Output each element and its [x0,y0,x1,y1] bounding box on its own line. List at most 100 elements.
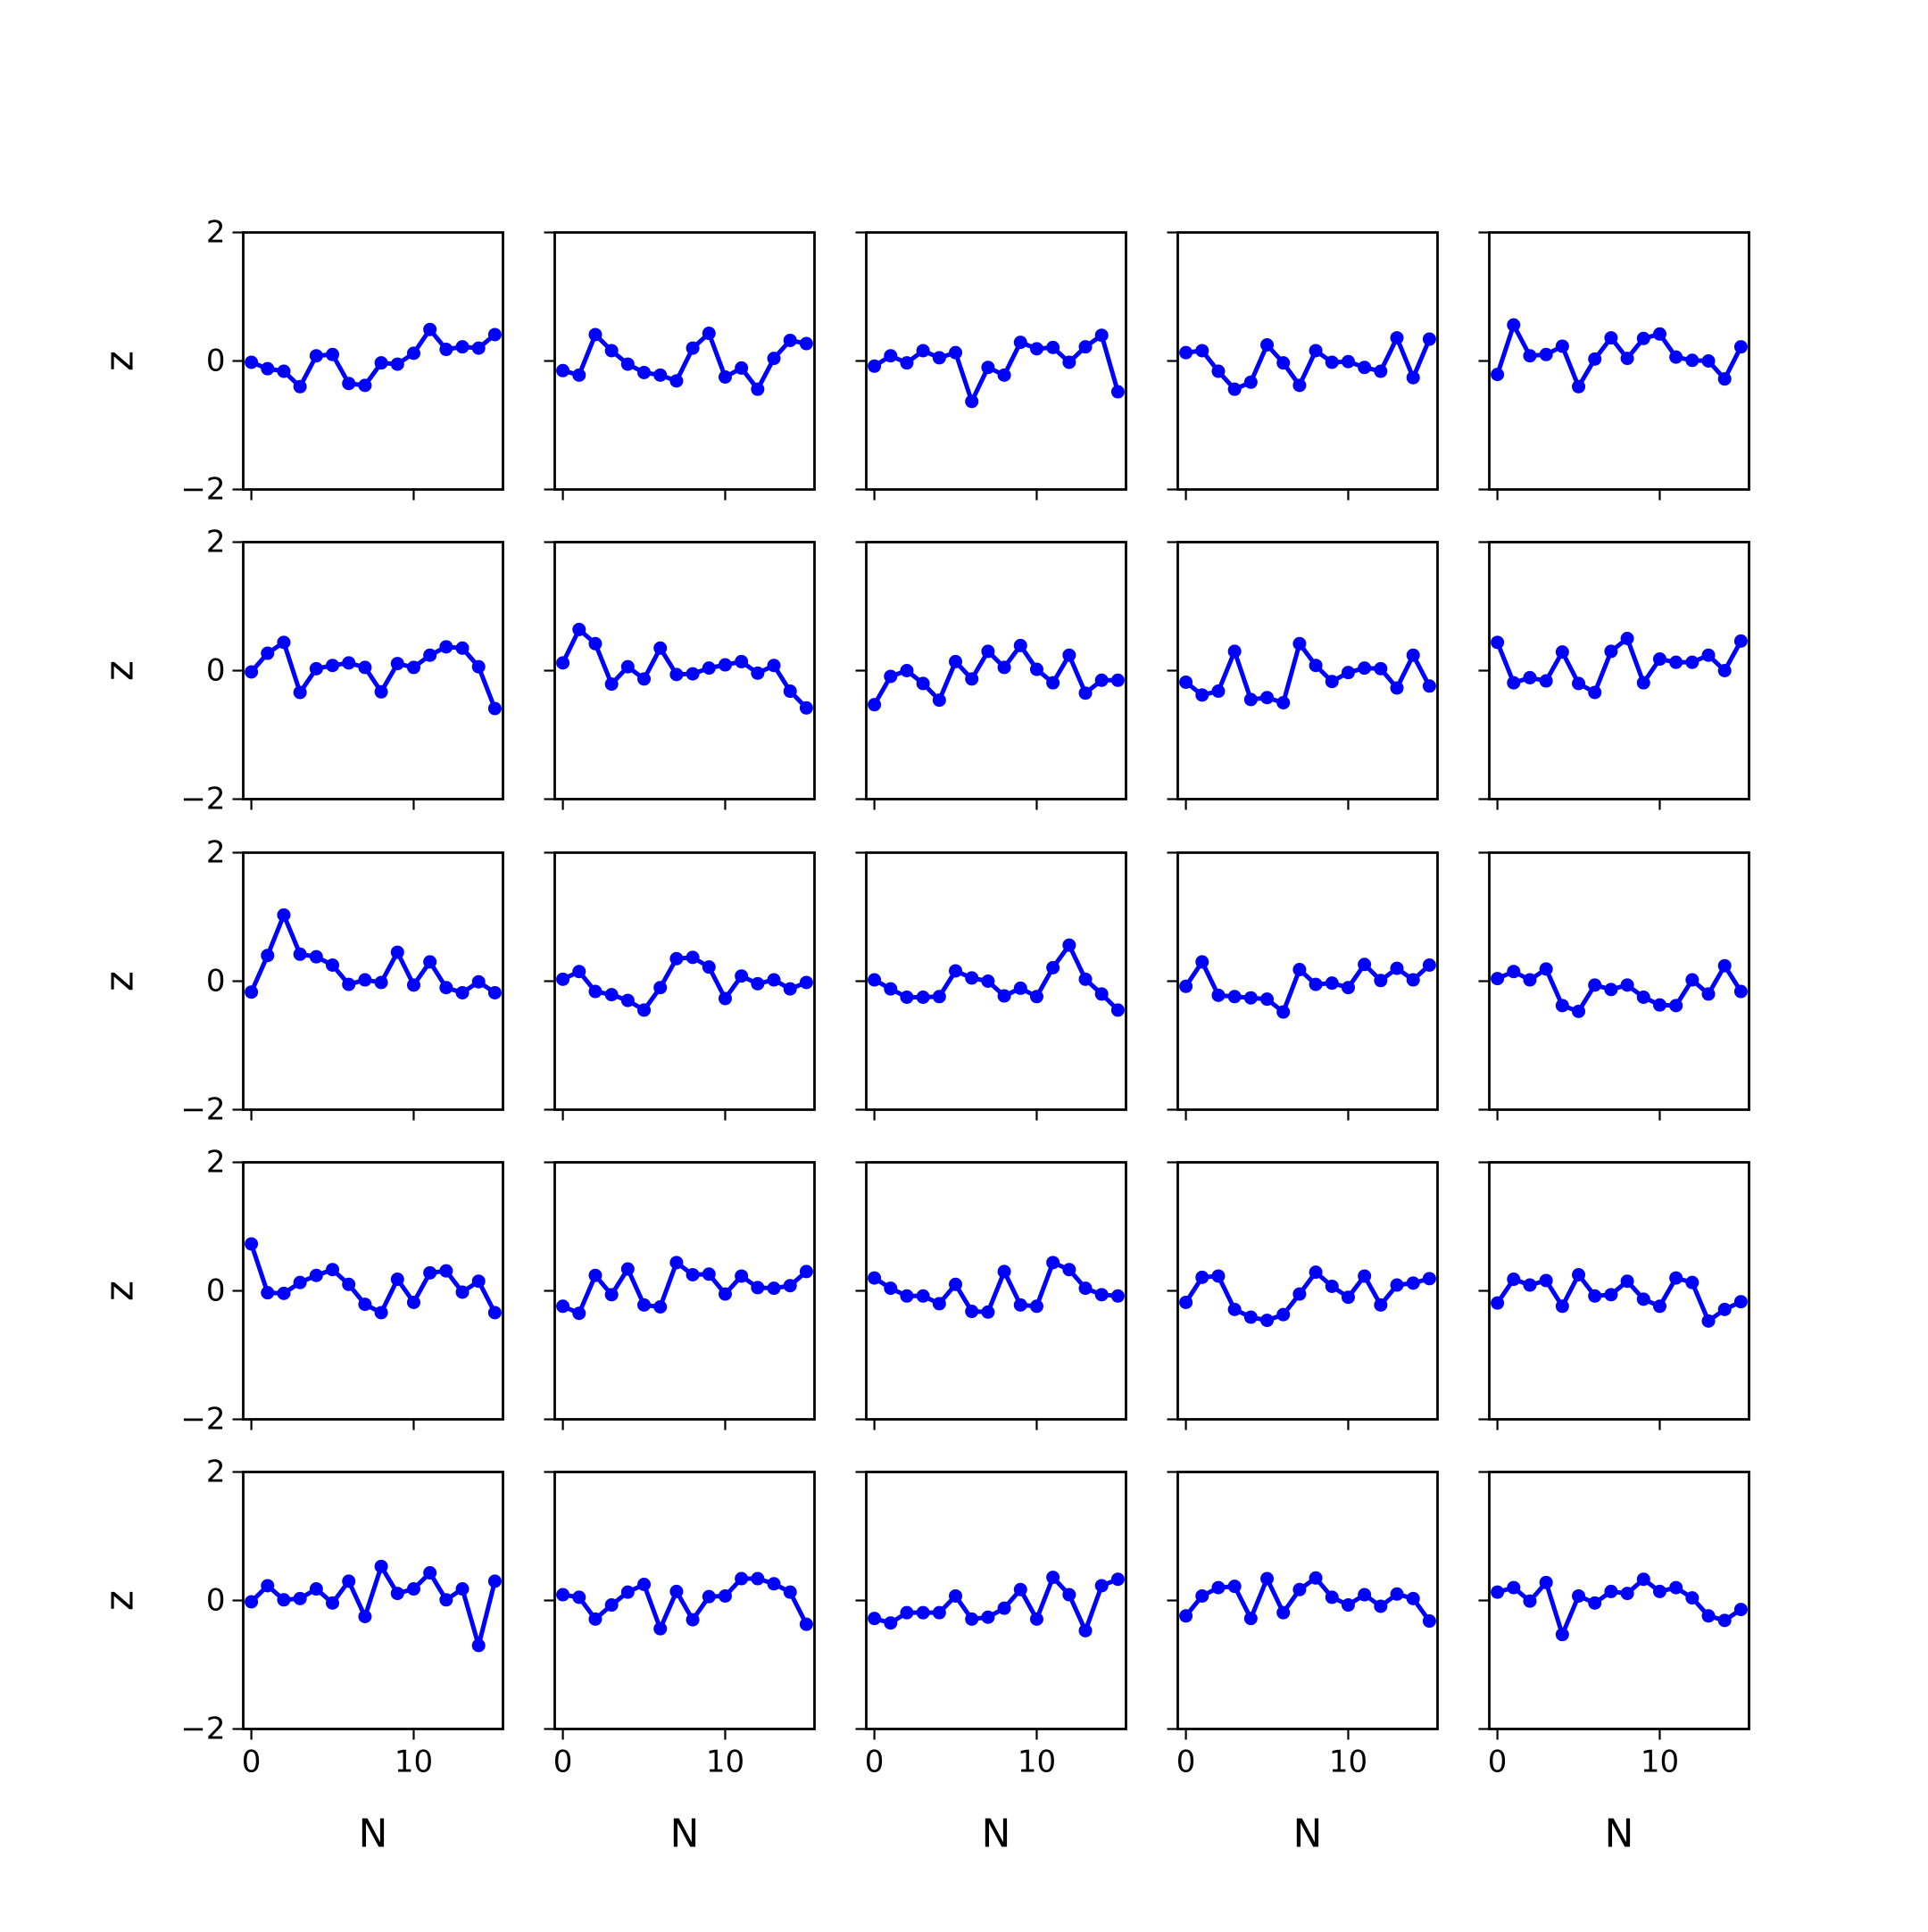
data-point [293,685,307,700]
data-point [868,973,882,987]
data-point [735,654,749,668]
data-point [1620,1274,1634,1289]
data-point [1669,999,1683,1013]
data-point [949,1588,963,1603]
data-point [1227,990,1242,1004]
data-point [799,701,813,715]
x-tick-label: 10 [395,1745,433,1780]
data-point [1652,652,1666,667]
data-point [1507,318,1521,332]
data-point [799,975,813,990]
data-point [916,1289,930,1303]
y-tick-label: 0 [206,1583,226,1619]
data-point [799,336,813,351]
data-point [1572,1268,1586,1281]
data-point [588,1268,602,1282]
data-point [1260,992,1275,1007]
data-point [702,661,716,676]
subplot-r1-c4 [1478,541,1750,810]
subplot-r3-c2 [855,1161,1127,1430]
data-point [1539,962,1553,976]
data-point [374,356,388,370]
data-point [669,951,684,966]
y-axis-label: z [97,660,143,681]
data-point [1179,675,1193,689]
subplot-r4-c4: 0 10N [1478,1471,1750,1857]
data-point [374,1306,388,1320]
data-point [277,635,291,650]
data-point [293,379,307,394]
data-point [965,672,979,686]
data-point [997,368,1011,382]
data-point [277,1593,291,1607]
y-tick-label: −2 [180,472,225,508]
data-point [1276,1005,1291,1019]
series-line [1495,1273,1742,1323]
data-point [751,1571,765,1586]
data-point [1211,988,1226,1002]
data-point [604,988,619,1002]
series-line [561,955,808,1013]
axes-frame [242,1161,504,1421]
data-point [1555,645,1569,659]
data-point [1523,670,1537,684]
data-point [588,636,602,651]
data-point [487,328,502,342]
data-point [1358,958,1372,972]
data-point [358,1610,372,1623]
subplot-r0-c4 [1478,231,1750,501]
axes-frame [553,1161,816,1421]
data-point [1491,635,1505,650]
data-point [1604,1288,1618,1302]
data-point [1341,981,1355,995]
data-point [487,1306,502,1320]
data-point [1374,661,1388,676]
series-line [1495,636,1743,695]
series-line [873,1575,1119,1633]
data-point [718,1588,732,1603]
data-point [900,356,914,370]
data-point [932,990,946,1004]
data-point [374,684,388,699]
data-point [455,340,470,354]
data-point [1701,354,1716,368]
data-point [620,1262,635,1276]
subplot-r2-c1 [544,851,816,1121]
data-point [604,677,619,692]
axes-frame [1488,1161,1750,1421]
data-point [439,981,453,995]
data-point [1701,648,1716,662]
data-point [751,666,765,680]
data-point [261,1286,275,1300]
series-line [1496,963,1743,1014]
subplot-r1-c1 [544,541,816,810]
data-point [1110,1572,1125,1587]
y-axis-label: z [97,351,143,371]
y-tick-label: −2 [180,1712,225,1747]
data-point [1078,972,1093,986]
data-point [718,991,732,1006]
x-tick-label: 10 [1329,1745,1367,1780]
data-point [783,1279,797,1293]
data-point [1309,344,1323,358]
data-point [1406,1276,1420,1290]
data-point [342,1277,356,1291]
axes-frame [1176,851,1439,1111]
series-line [249,912,496,995]
data-point [342,977,356,991]
data-point [702,1589,716,1604]
y-tick-label: 0 [206,964,226,999]
subplot-r3-c0: −2 0 2 z [97,1145,504,1438]
data-point [556,1299,570,1314]
data-point [783,684,797,699]
data-point [1110,385,1125,399]
data-point [1636,331,1650,345]
series-line [1184,1575,1432,1623]
data-point [277,908,291,922]
data-point [718,370,732,384]
y-tick-label: 2 [206,215,226,251]
series-line [1185,336,1432,392]
data-point [1046,340,1060,354]
x-axis-label: N [1293,1812,1323,1857]
